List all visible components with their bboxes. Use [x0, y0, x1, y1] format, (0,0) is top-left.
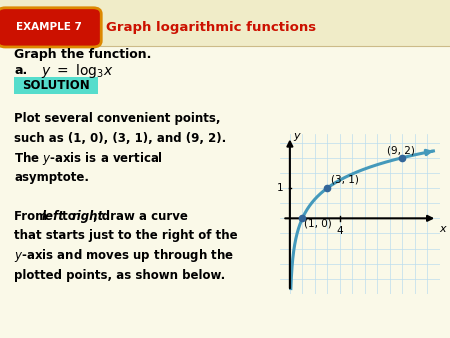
Text: x: x	[440, 224, 446, 234]
FancyBboxPatch shape	[0, 8, 101, 47]
Text: Graph logarithmic functions: Graph logarithmic functions	[106, 21, 316, 34]
Text: Plot several convenient points,: Plot several convenient points,	[14, 113, 221, 125]
FancyBboxPatch shape	[0, 0, 450, 46]
Text: 1: 1	[277, 183, 284, 193]
Text: y: y	[293, 131, 300, 141]
Text: 4: 4	[337, 226, 343, 236]
Text: $y$-axis and moves up through the: $y$-axis and moves up through the	[14, 247, 234, 264]
Text: a.: a.	[14, 65, 27, 77]
Text: (9, 2): (9, 2)	[387, 145, 415, 155]
Text: asymptote.: asymptote.	[14, 171, 90, 184]
Text: that starts just to the right of the: that starts just to the right of the	[14, 230, 238, 242]
Text: , draw a curve: , draw a curve	[93, 210, 188, 223]
Text: to: to	[58, 210, 81, 223]
FancyBboxPatch shape	[14, 77, 98, 94]
Text: EXAMPLE 7: EXAMPLE 7	[16, 22, 82, 32]
Text: left: left	[42, 210, 65, 223]
Text: The $y$-axis is a vertical: The $y$-axis is a vertical	[14, 150, 163, 167]
Text: SOLUTION: SOLUTION	[22, 79, 90, 92]
Text: such as (1, 0), (3, 1), and (9, 2).: such as (1, 0), (3, 1), and (9, 2).	[14, 132, 227, 145]
Text: $y \ =\ \mathdefault{log}_3 x$: $y \ =\ \mathdefault{log}_3 x$	[41, 62, 114, 80]
Text: From: From	[14, 210, 52, 223]
Text: Graph the function.: Graph the function.	[14, 48, 152, 61]
Text: right: right	[72, 210, 104, 223]
Text: (1, 0): (1, 0)	[304, 219, 331, 229]
Text: (3, 1): (3, 1)	[331, 175, 359, 185]
Text: plotted points, as shown below.: plotted points, as shown below.	[14, 269, 225, 282]
